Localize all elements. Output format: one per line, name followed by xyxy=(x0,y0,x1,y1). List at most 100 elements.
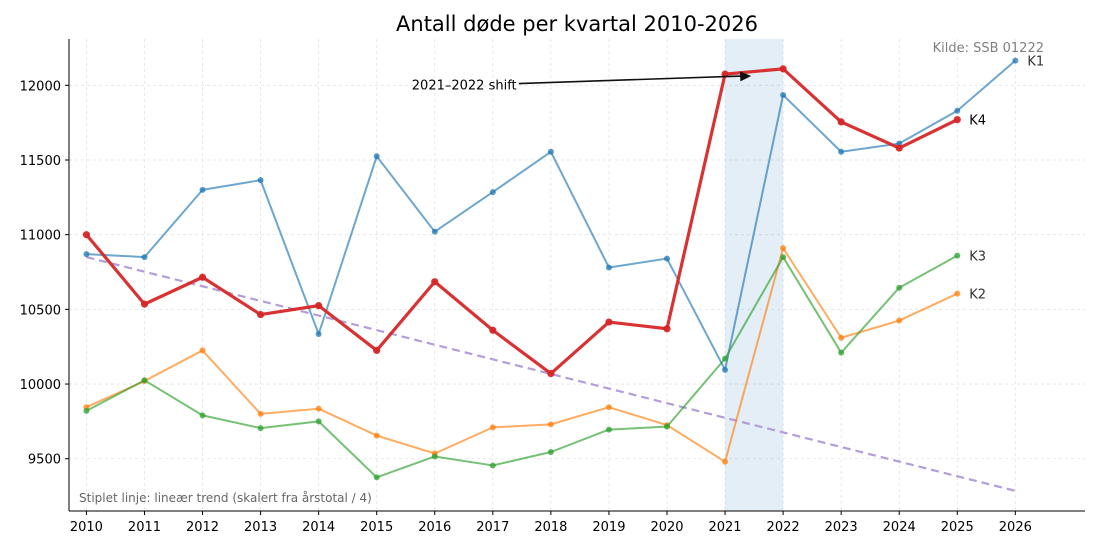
annotation: 2021–2022 shift xyxy=(412,71,752,94)
point-k1 xyxy=(780,92,787,99)
point-k1 xyxy=(1012,57,1019,64)
point-k3 xyxy=(199,412,206,419)
trend-line-path xyxy=(86,256,1016,492)
point-k2 xyxy=(780,245,787,252)
x-tick-label: 2016 xyxy=(418,520,451,535)
x-tick-label: 2019 xyxy=(592,520,625,535)
point-k1 xyxy=(547,148,554,155)
point-k3 xyxy=(663,423,670,430)
point-k1 xyxy=(315,331,322,337)
point-k3 xyxy=(431,453,438,460)
point-k1 xyxy=(663,255,670,262)
x-tick-label: 2022 xyxy=(767,520,800,535)
series xyxy=(82,57,1019,481)
annotation-arrow-head xyxy=(740,71,752,82)
y-tick-label: 10500 xyxy=(20,303,61,318)
x-tick-label: 2012 xyxy=(186,520,219,535)
x-tick-label: 2015 xyxy=(360,520,393,535)
series-line-k4 xyxy=(85,67,958,376)
point-k4 xyxy=(82,231,91,239)
point-k4 xyxy=(256,310,265,319)
point-k2 xyxy=(954,290,961,297)
annotation-label: 2021–2022 shift xyxy=(412,79,517,94)
point-k2 xyxy=(838,334,845,341)
y-tick-label: 10000 xyxy=(20,378,61,393)
point-k3 xyxy=(373,474,380,481)
point-k1 xyxy=(605,264,612,271)
point-k3 xyxy=(605,426,612,433)
x-tick-label: 2011 xyxy=(128,520,161,535)
point-k4 xyxy=(953,116,961,124)
point-k4 xyxy=(489,326,497,334)
source-note: Kilde: SSB 01222 xyxy=(933,41,1044,56)
point-k4 xyxy=(547,369,555,378)
grid xyxy=(69,39,1085,511)
point-k2 xyxy=(315,405,322,412)
y-tick-label: 11500 xyxy=(20,154,61,169)
point-k4 xyxy=(431,278,439,286)
x-tick-label: 2026 xyxy=(999,520,1032,535)
point-k2 xyxy=(722,458,729,465)
axes xyxy=(68,39,1085,512)
annotation-arrow-shaft xyxy=(518,75,742,85)
series-line-k2 xyxy=(86,247,958,463)
point-k3 xyxy=(489,462,496,469)
point-k1 xyxy=(838,148,845,155)
point-k3 xyxy=(780,254,787,261)
point-k3 xyxy=(83,407,90,414)
x-tick-label: 2023 xyxy=(825,520,858,535)
series-label-k3: K3 xyxy=(969,250,986,265)
point-k4 xyxy=(373,346,381,355)
point-k3 xyxy=(141,377,148,384)
point-k3 xyxy=(838,349,845,356)
x-tick-label: 2013 xyxy=(244,520,277,535)
ticks: 2010 2011 2012 2013 2014 2015 2016 2017 2018 2019… xyxy=(20,79,1032,535)
series-line-k3 xyxy=(85,254,958,479)
point-k4 xyxy=(895,144,903,152)
point-k2 xyxy=(547,421,554,428)
x-tick-label: 2021 xyxy=(708,520,741,535)
point-k3 xyxy=(257,425,264,432)
point-k2 xyxy=(373,432,380,439)
point-k2 xyxy=(605,404,612,411)
point-k3 xyxy=(315,418,322,425)
point-k2 xyxy=(257,410,264,417)
point-k4 xyxy=(315,302,323,310)
point-k1 xyxy=(722,366,729,373)
chart-title: Antall døde per kvartal 2010-2026 xyxy=(396,12,758,36)
point-k2 xyxy=(489,424,496,431)
x-tick-label: 2025 xyxy=(941,520,974,535)
point-k4 xyxy=(663,325,671,333)
series-label-k1: K1 xyxy=(1027,55,1044,70)
highlight-rect xyxy=(725,39,784,511)
point-k1 xyxy=(489,189,496,196)
x-tick-label: 2017 xyxy=(476,520,509,535)
point-k3 xyxy=(547,449,554,455)
point-k1 xyxy=(954,107,961,114)
point-k4 xyxy=(837,118,845,126)
point-k2 xyxy=(199,347,206,354)
y-tick-label: 11000 xyxy=(20,229,61,244)
point-k1 xyxy=(373,153,380,160)
series-labels: K1 K2 K3 K4 xyxy=(969,55,1044,303)
x-tick-label: 2018 xyxy=(534,520,567,535)
point-k4 xyxy=(140,300,149,308)
point-k3 xyxy=(722,355,729,362)
point-k1 xyxy=(83,251,90,258)
x-tick-label: 2010 xyxy=(70,520,103,535)
point-k2 xyxy=(896,317,903,324)
point-k4 xyxy=(605,318,613,326)
point-k1 xyxy=(199,186,206,193)
point-k1 xyxy=(431,228,438,235)
highlight-span xyxy=(725,39,784,511)
x-tick-label: 2024 xyxy=(883,520,916,535)
y-tick-label: 12000 xyxy=(20,79,61,94)
point-k1 xyxy=(257,177,264,184)
y-tick-label: 9500 xyxy=(28,453,61,468)
series-label-k2: K2 xyxy=(969,288,986,303)
footnote: Stiplet linje: lineær trend (skalert fra… xyxy=(79,491,372,505)
point-k4 xyxy=(198,273,207,281)
point-k4 xyxy=(779,65,787,73)
series-label-k4: K4 xyxy=(969,114,986,129)
